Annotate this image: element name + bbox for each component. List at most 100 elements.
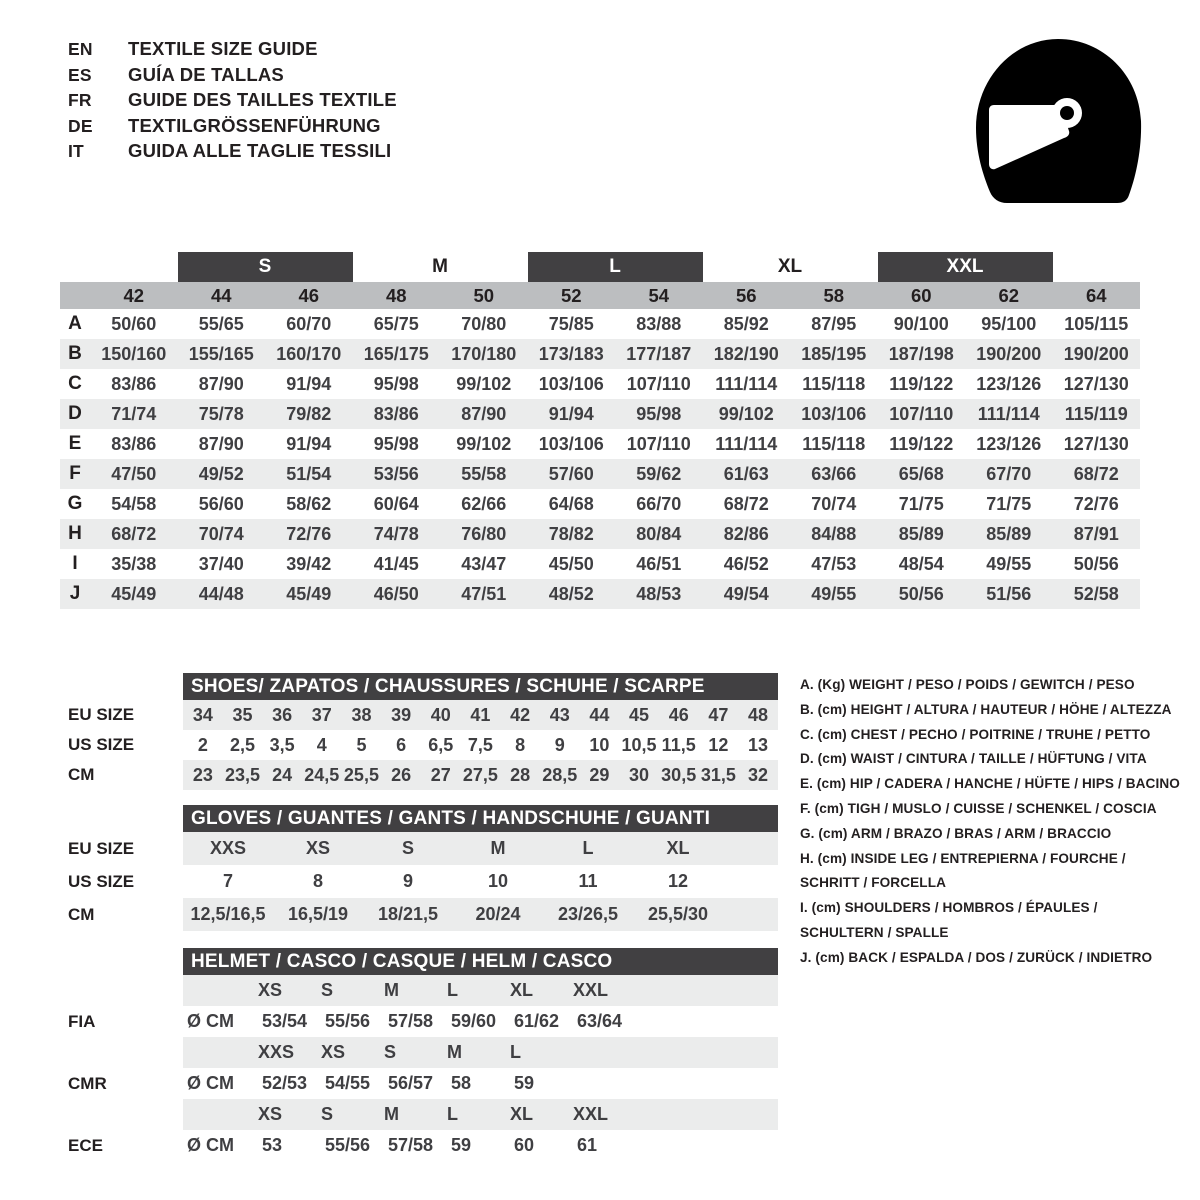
gloves-cell: 18/21,5: [377, 904, 439, 924]
shoes-cell: 23: [192, 764, 213, 785]
gloves-row-us-size: 7 8 9 10 11 12: [183, 865, 778, 898]
title-text: GUIDA ALLE TAGLIE TESSILI: [128, 140, 392, 161]
cell-g-46: 58/62: [286, 493, 332, 514]
helmet-value: 59: [451, 1135, 472, 1155]
helmet-size-row-cmr: XXS XS S M L: [183, 1037, 778, 1068]
cell-g-62: 71/75: [986, 493, 1032, 514]
language-code: FR: [68, 90, 92, 110]
cell-j-50: 47/51: [461, 583, 507, 604]
shoes-cell: 2,5: [229, 734, 255, 755]
cell-e-62: 123/126: [976, 433, 1042, 454]
cell-j-42: 45/49: [111, 583, 157, 604]
cell-e-46: 91/94: [286, 433, 332, 454]
cell-g-56: 68/72: [723, 493, 769, 514]
helmet-value: 59: [514, 1073, 535, 1093]
helmet-size-m: M: [384, 1104, 399, 1124]
table-row: J 45/49 44/48 45/49 46/50 47/51 48/52 48/53 49/5…: [60, 579, 1140, 609]
cell-f-58: 63/66: [811, 463, 857, 484]
cell-j-54: 48/53: [636, 583, 682, 604]
cell-d-60: 107/110: [889, 403, 954, 424]
cell-g-44: 56/60: [198, 493, 244, 514]
cell-f-42: 47/50: [111, 463, 157, 484]
gloves-cell: 10: [487, 871, 509, 891]
language-code: IT: [68, 141, 84, 161]
title-line-es: ES GUÍA DE TALLAS: [68, 64, 397, 90]
cell-a-42: 50/60: [111, 313, 157, 334]
gloves-row-cm: 12,5/16,5 16,5/19 18/21,5 20/24 23/26,5 25,5/…: [183, 898, 778, 931]
cell-h-46: 72/76: [286, 523, 332, 544]
helmet-size-s: S: [321, 1104, 334, 1124]
size-number-64: 64: [1085, 284, 1107, 306]
size-number-46: 46: [298, 284, 320, 306]
shoes-cell: 37: [311, 704, 332, 725]
cell-i-58: 47/53: [811, 553, 857, 574]
cell-b-50: 170/180: [451, 343, 517, 364]
shoes-cell: 13: [748, 734, 769, 755]
size-band-l: L: [527, 252, 703, 282]
shoes-cell: 30,5: [661, 764, 697, 785]
textile-measurements-table: S M L XL XXL 42 44 46 48 50 52 54 56 58 60 62 64 A 50/60…: [60, 252, 1140, 609]
cell-a-54: 83/88: [636, 313, 682, 334]
cell-g-50: 62/66: [461, 493, 507, 514]
table-row: H 68/72 70/74 72/76 74/78 76/80 78/82 80/84 82/8…: [60, 519, 1140, 549]
gloves-cell: S: [401, 838, 414, 858]
title-text: GUIDE DES TAILLES TEXTILE: [128, 89, 397, 110]
cell-i-52: 45/50: [548, 553, 594, 574]
cell-g-64: 72/76: [1073, 493, 1119, 514]
helmet-size-xxl: XXL: [573, 1104, 609, 1124]
cell-i-48: 41/45: [373, 553, 419, 574]
language-code: ES: [68, 64, 92, 85]
size-number-54: 54: [648, 284, 670, 306]
cell-g-52: 64/68: [548, 493, 594, 514]
helmet-size-m: M: [384, 980, 399, 1000]
helmet-table-title: HELMET / CASCO / CASQUE / HELM / CASCO: [183, 948, 778, 975]
row-label-b: B: [68, 343, 82, 364]
size-band-xl: XL: [777, 256, 803, 277]
shoes-cell: 8: [515, 734, 526, 755]
size-number-50: 50: [473, 284, 495, 306]
size-number-44: 44: [210, 284, 232, 306]
cell-e-52: 103/106: [538, 433, 604, 454]
cell-h-58: 84/88: [811, 523, 857, 544]
helmet-value: 53: [262, 1135, 283, 1155]
cell-h-54: 80/84: [636, 523, 682, 544]
legend-line-5: F. (cm) TIGH / MUSLO / CUISSE / SCHENKEL…: [800, 800, 1157, 816]
size-band-m: M: [432, 256, 448, 277]
cell-f-64: 68/72: [1073, 463, 1119, 484]
gloves-cell: 12,5/16,5: [190, 904, 266, 924]
table-row: G 54/58 56/60 58/62 60/64 62/66 64/68 66/70 68/7…: [60, 489, 1140, 519]
helmet-value: 57/58: [388, 1135, 434, 1155]
shoes-cell: 28: [510, 764, 531, 785]
shoes-cell: 7,5: [467, 734, 493, 755]
helmet-size-xxl: XXL: [573, 980, 609, 1000]
shoes-cell: 24,5: [304, 764, 340, 785]
shoes-cell: 30: [629, 764, 650, 785]
shoes-cell: 35: [232, 704, 253, 725]
helmet-size-row-ece: XS S M L XL XXL: [183, 1099, 778, 1130]
page-title-block: EN TEXTILE SIZE GUIDE ES GUÍA DE TALLAS FR GU…: [68, 38, 397, 166]
shoes-cell: 3,5: [269, 734, 295, 755]
measurement-legend: A. (Kg) WEIGHT / PESO / POIDS / GEWITCH …: [800, 673, 1190, 971]
helmet-size-xs: XS: [321, 1042, 346, 1062]
cell-d-62: 111/114: [977, 403, 1040, 424]
gloves-cell: 25,5/30: [647, 904, 709, 924]
cell-e-50: 99/102: [456, 433, 512, 454]
cell-c-44: 87/90: [198, 373, 244, 394]
cell-a-50: 70/80: [461, 313, 507, 334]
size-number-60: 60: [910, 284, 932, 306]
cell-h-62: 85/89: [986, 523, 1032, 544]
size-number-header-row: 42 44 46 48 50 52 54 56 58 60 62 64: [60, 282, 1140, 309]
size-band-s: S: [177, 252, 353, 282]
gloves-table: GLOVES / GUANTES / GANTS / HANDSCHUHE / …: [183, 805, 778, 931]
cell-a-58: 87/95: [811, 313, 857, 334]
row-label-e: E: [68, 433, 82, 454]
cell-c-42: 83/86: [111, 373, 157, 394]
size-number-56: 56: [735, 284, 757, 306]
cell-a-46: 60/70: [286, 313, 332, 334]
shoes-cell: 23,5: [224, 764, 260, 785]
helmet-value: 61/62: [514, 1011, 560, 1031]
size-band-xxl: XXL: [877, 252, 1053, 282]
shoes-cell: 32: [748, 764, 769, 785]
helmet-value: 55/56: [325, 1011, 371, 1031]
row-label-f: F: [69, 463, 81, 484]
